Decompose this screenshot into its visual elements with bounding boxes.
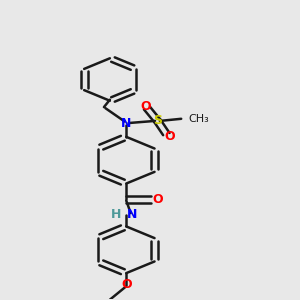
Text: S: S (153, 114, 162, 128)
Text: O: O (164, 130, 175, 143)
Text: O: O (153, 193, 163, 206)
Text: H: H (111, 208, 121, 221)
Text: O: O (121, 278, 131, 291)
Text: O: O (140, 100, 151, 112)
Text: N: N (121, 116, 131, 130)
Text: N: N (127, 208, 137, 221)
Text: CH₃: CH₃ (189, 114, 209, 124)
